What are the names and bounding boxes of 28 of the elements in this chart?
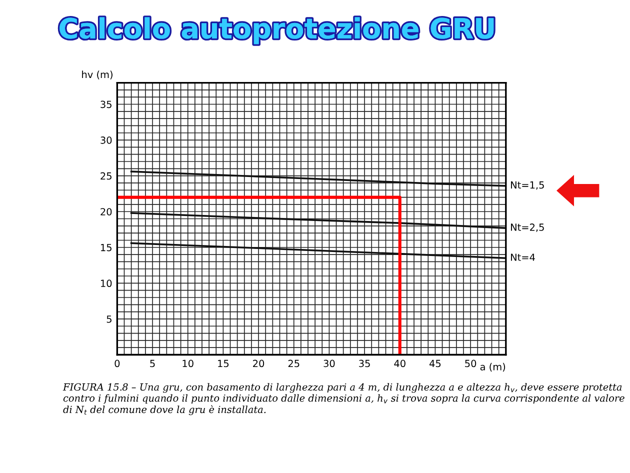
x-tick-label: 25: [288, 360, 300, 368]
y-tick-label: 15: [101, 244, 112, 252]
x-tick-label: 5: [150, 360, 155, 368]
series-label: Nt=1,5: [511, 181, 544, 190]
x-tick-label: 20: [253, 360, 264, 368]
line-series: [130, 242, 506, 260]
series-label: Nt=4: [511, 254, 535, 261]
x-axis-title: a (m): [480, 362, 506, 372]
x-tick-label: 50: [465, 360, 476, 368]
line-series: [130, 212, 506, 229]
y-tick-label: 35: [100, 100, 112, 108]
x-tick-label: 10: [182, 360, 194, 368]
y-tick-label: 20: [100, 208, 112, 216]
chart-title: Calcolo autoprotezione GRU: [60, 17, 494, 44]
line-series: [130, 170, 506, 187]
x-tick-label: 15: [218, 360, 229, 368]
y-tick-label: 25: [100, 172, 112, 180]
y-tick-label: 30: [100, 136, 112, 144]
x-tick-label: 35: [359, 360, 370, 368]
y-tick-label: 10: [101, 280, 112, 288]
x-tick-label: 45: [430, 360, 441, 368]
text: FIGURA 15.8 – Una gru, con basamento di larghezza pari a 4 m, di lunghezza a e altezza h$_{v}$, deve essere protetta contro i fulmini quando il punto individuato dalle dimensioni a, h$_{v}$ si trova sopra la curva corrispondente al valore di N$_{t}$ del comune dove la gru è installata.: [62, 383, 624, 416]
y-axis-title: hv (m): [82, 70, 112, 80]
x-tick-label: 30: [324, 360, 335, 368]
x-tick-label: 0: [114, 360, 120, 368]
y-tick-label: 5: [106, 316, 112, 323]
series-label: Nt=2,5: [511, 224, 544, 232]
x-tick-label: 40: [394, 360, 406, 368]
